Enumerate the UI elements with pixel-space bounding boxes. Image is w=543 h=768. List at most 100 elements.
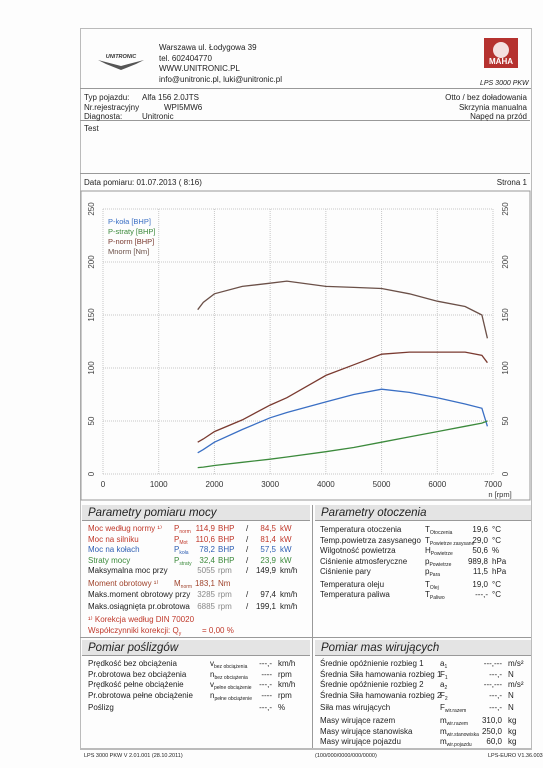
subscript: straty [179, 560, 192, 567]
maha-logo: MAHA [484, 38, 518, 68]
row-label: Średnie opóźnienie rozbieg 1 [320, 660, 424, 668]
label: Siła mas wirujących [320, 703, 391, 712]
model: LPS 3000 PKW [480, 80, 529, 87]
separator: / [246, 566, 249, 575]
unit: m/s² [508, 659, 524, 668]
unit: kg [508, 726, 517, 736]
subscript: norm [179, 529, 191, 535]
section-title: Pomiar mas wirujących [315, 640, 531, 656]
unitronic-logo: UNITRONIC [98, 54, 144, 70]
section-title: Parametry otoczenia [315, 505, 531, 521]
value: 989,8 [467, 556, 488, 566]
unit: BHP [218, 534, 235, 544]
row-label: Prędkość pełne obciążenie [88, 681, 184, 689]
row-label: Pr.obrotowa pełne obciążenie [88, 691, 193, 700]
test: Test [84, 124, 99, 133]
value: 32,4 [199, 555, 215, 565]
value: 57,5 [260, 545, 276, 554]
unit: BHP [218, 545, 235, 554]
divider [80, 748, 531, 749]
row-label: Maksymalna moc przy [88, 567, 168, 575]
series-line [197, 420, 488, 469]
label: Straty mocy [88, 555, 131, 565]
subscript: Otoczenia [429, 530, 453, 536]
value: 3285 [197, 589, 215, 599]
value: 19,0 [472, 579, 488, 589]
label: Prędkość bez obciążenia [88, 659, 177, 668]
symbol: P [174, 545, 180, 554]
subscript: Powietrze [430, 551, 453, 557]
unit: km/h [278, 680, 296, 689]
subscript: Powietrze [429, 561, 452, 568]
unit: kW [280, 545, 292, 554]
value: 149,9 [255, 566, 276, 575]
page-number: Strona 1 [496, 178, 527, 187]
row-label: ¹⁾ Korekcja według DIN 70020 [88, 616, 194, 624]
row-label: Moc według normy ¹⁾ [88, 525, 162, 533]
symbol: T [425, 579, 430, 589]
row-symbol: TOtoczenia [425, 525, 453, 536]
label: Moc na silniku [88, 534, 139, 544]
value: 11,5 [473, 567, 488, 576]
row-symbol: F2 [440, 691, 448, 701]
row-label: Współczynniki korekcji: Qy [88, 625, 182, 637]
label: Współczynniki korekcji: Q [88, 625, 179, 635]
symbol: m [440, 726, 447, 736]
y-tick-label: 200 [87, 255, 96, 269]
symbol: M [174, 579, 181, 588]
subscript: y [178, 630, 182, 637]
series-line [197, 388, 489, 454]
value: 29,0 [472, 535, 488, 545]
symbol: T [425, 525, 430, 534]
row-symbol: Fwir.razem [440, 704, 466, 714]
value: 97,4 [260, 589, 276, 599]
unit: kg [508, 737, 517, 746]
symbol: m [440, 737, 447, 746]
legend-entry: P-straty [BHP] [108, 227, 156, 236]
label: Prędkość pełne obciążenie [88, 680, 184, 689]
value: ---,- [475, 590, 488, 599]
unit: rpm [278, 690, 292, 700]
value: ---,- [259, 680, 272, 689]
label: Masy wirujące stanowiska [320, 726, 413, 736]
row-label: Średnia Siła hamowania rozbieg 1 [320, 670, 441, 679]
vehicle-value: Alfa 156 2.0JTS [142, 93, 199, 102]
row-symbol: a1 [440, 660, 447, 670]
separator: / [246, 602, 249, 611]
symbol: m [440, 716, 447, 725]
address-line: Warszawa ul. Łodygowa 39 [159, 43, 257, 52]
row-label: Temp.powietrza zasysanego [320, 536, 421, 545]
value: ---- [261, 669, 272, 679]
row-label: Wilgotność powietrza [320, 547, 396, 555]
value: 50,6 [472, 546, 488, 555]
subscript: wir.razem [446, 721, 469, 727]
legend-entry: P-koła [BHP] [108, 217, 151, 226]
symbol: p [425, 567, 430, 576]
label: Maksymalna moc przy [88, 566, 168, 575]
separator: / [246, 555, 249, 565]
unit: km/h [278, 659, 296, 668]
value: 81,4 [260, 534, 276, 544]
vehicle-value: WPI5MW6 [164, 102, 203, 112]
value: 310,0 [481, 716, 502, 725]
label: Średnia Siła hamowania rozbieg 2 [320, 690, 442, 700]
row-symbol: HPowietrze [425, 546, 453, 557]
value: 110,6 [195, 534, 215, 544]
series-line [197, 351, 488, 443]
symbol: H [425, 546, 431, 555]
row-label: Średnia Siła hamowania rozbieg 2 [320, 690, 442, 700]
unit: kW [280, 524, 292, 533]
unit: °C [492, 579, 501, 589]
date: Data pomiaru: 01.07.2013 ( 8:16) [84, 178, 202, 187]
x-tick-label: 7000 [484, 480, 502, 489]
row-label: Maks.osiągnięta pr.obrotowa [88, 603, 190, 611]
row-label: Temperatura paliwa [320, 591, 390, 599]
unit: km/h [280, 602, 298, 611]
symbol: a [440, 680, 445, 689]
label: Temperatura otoczenia [320, 525, 402, 534]
value: 250,0 [481, 726, 502, 736]
x-tick-label: 3000 [261, 480, 279, 489]
x-tick-label: 2000 [206, 480, 224, 489]
symbol: P [174, 524, 180, 533]
